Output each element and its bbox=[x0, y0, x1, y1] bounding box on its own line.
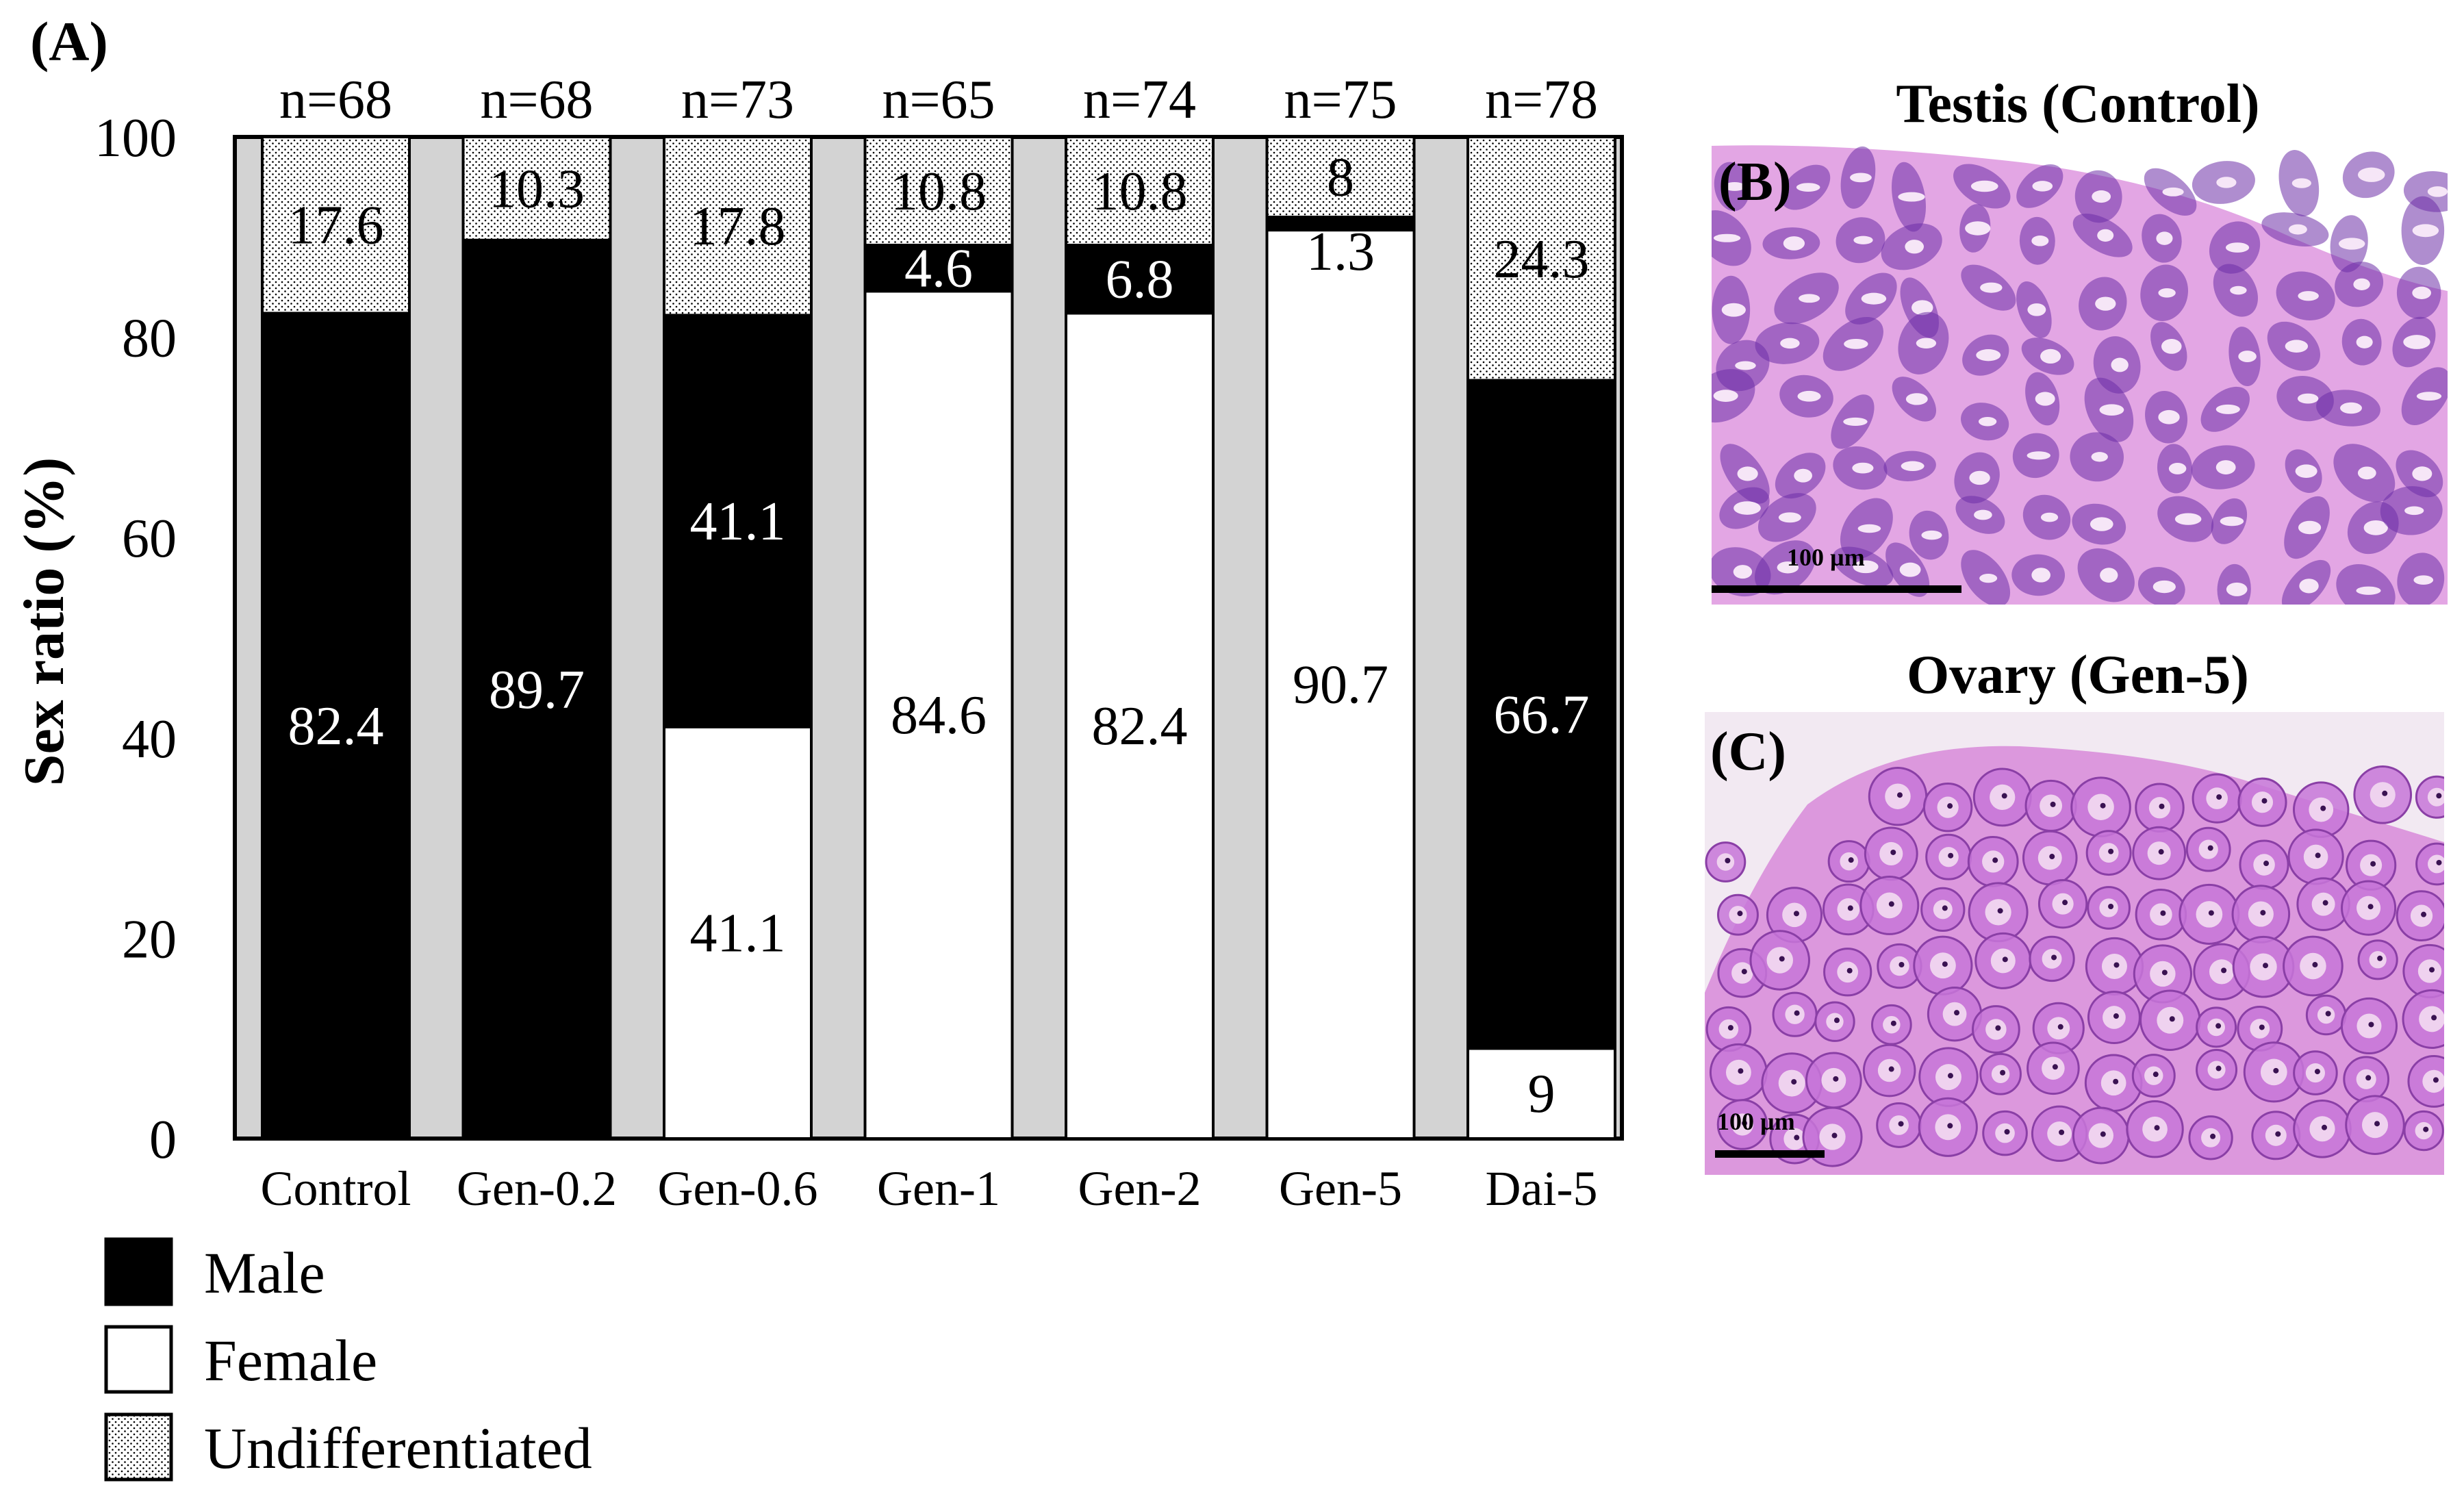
y-tick-label: 60 bbox=[122, 509, 177, 569]
bar-male-Control bbox=[261, 312, 411, 1140]
bar-male-Gen-2 bbox=[1065, 244, 1215, 315]
testis-micrograph: (B) 100 µm bbox=[1712, 145, 2448, 605]
legend-swatch-undifferentiated bbox=[104, 1412, 173, 1482]
x-tick-label: Gen-0.2 bbox=[457, 1161, 617, 1216]
ovary-panel-label: (C) bbox=[1710, 722, 1786, 782]
data-label-female: 41.1 bbox=[690, 903, 786, 963]
y-tick-label: 0 bbox=[149, 1110, 177, 1170]
x-tick-label: Control bbox=[260, 1161, 411, 1216]
legend-label: Male bbox=[204, 1240, 325, 1306]
legend-swatch-female bbox=[104, 1325, 173, 1394]
data-label-undiff: 8 bbox=[1327, 148, 1354, 208]
y-axis-ticks: 0 20 40 60 80 100 bbox=[94, 108, 177, 1170]
bar-female-Dai-5 bbox=[1466, 1047, 1616, 1140]
data-label-male: 82.4 bbox=[288, 696, 384, 757]
ovary-oocytes bbox=[1705, 765, 2444, 1167]
y-tick-label: 80 bbox=[122, 309, 177, 369]
legend-label: Female bbox=[204, 1328, 377, 1393]
sample-size-label: n=78 bbox=[1485, 70, 1598, 130]
ovary-title: Ovary (Gen-5) bbox=[1907, 645, 2249, 705]
panel-a-label: (A) bbox=[30, 10, 108, 73]
bar-male-Gen-0.6 bbox=[663, 314, 813, 728]
data-label-female: 9 bbox=[1528, 1064, 1555, 1124]
sample-size-label: n=75 bbox=[1284, 70, 1397, 130]
y-tick-label: 40 bbox=[122, 709, 177, 770]
ovary-micrograph: (C) 100 µm bbox=[1705, 712, 2444, 1175]
x-tick-label: Dai-5 bbox=[1486, 1161, 1598, 1216]
data-label-undiff: 10.8 bbox=[1092, 162, 1188, 222]
bar-female-Gen-5 bbox=[1265, 229, 1416, 1141]
data-label-male: 41.1 bbox=[690, 492, 786, 552]
data-label-male: 1.3 bbox=[1306, 222, 1375, 282]
sample-size-label: n=68 bbox=[279, 70, 392, 130]
sample-size-labels: n=68 n=68 n=73 n=65 n=74 n=75 n=78 bbox=[279, 70, 1598, 130]
data-label-male: 4.6 bbox=[904, 239, 973, 299]
bar-undiff-Gen-0.6 bbox=[663, 136, 813, 317]
sample-size-label: n=73 bbox=[681, 70, 794, 130]
bars: 82.4 17.6 89.7 10.3 41.1 41.1 17.8 84.6 4.6 10.8 8… bbox=[261, 136, 1616, 1141]
x-tick-label: Gen-1 bbox=[877, 1161, 1000, 1216]
bar-female-Gen-1 bbox=[863, 290, 1014, 1140]
y-tick-label: 100 bbox=[94, 108, 177, 168]
x-tick-label: Gen-0.6 bbox=[658, 1161, 818, 1216]
bar-undiff-Control bbox=[261, 136, 411, 315]
testis-title: Testis (Control) bbox=[1896, 74, 2259, 134]
bar-male-Gen-0.2 bbox=[461, 238, 612, 1141]
legend-label: Undifferentiated bbox=[204, 1415, 592, 1481]
x-tick-label: Gen-5 bbox=[1279, 1161, 1402, 1216]
data-label-undiff: 17.8 bbox=[690, 196, 786, 257]
y-tick-label: 20 bbox=[122, 909, 177, 969]
sample-size-label: n=65 bbox=[882, 70, 995, 130]
data-label-female: 82.4 bbox=[1092, 696, 1188, 757]
data-label-male: 6.8 bbox=[1106, 250, 1174, 310]
bar-male-Dai-5 bbox=[1466, 379, 1616, 1050]
ovary-scale-text: 100 µm bbox=[1717, 1108, 1795, 1135]
data-label-female: 90.7 bbox=[1293, 655, 1388, 715]
ovary-scale-bar bbox=[1715, 1150, 1825, 1158]
data-label-undiff: 10.3 bbox=[489, 159, 585, 219]
bar-undiff-Gen-1 bbox=[863, 136, 1014, 247]
testis-scale-text: 100 µm bbox=[1787, 544, 1865, 571]
bar-undiff-Dai-5 bbox=[1466, 136, 1616, 382]
legend-swatch-male bbox=[104, 1237, 173, 1306]
bar-female-Gen-2 bbox=[1065, 312, 1215, 1140]
data-label-undiff: 10.8 bbox=[891, 162, 987, 222]
sample-size-label: n=68 bbox=[480, 70, 593, 130]
bar-male-Gen-1 bbox=[863, 244, 1014, 293]
bar-undiff-Gen-0.2 bbox=[461, 136, 612, 242]
bar-undiff-Gen-5 bbox=[1265, 136, 1416, 219]
y-axis-label: Sex ratio (%) bbox=[12, 457, 76, 787]
bar-female-Gen-0.6 bbox=[663, 725, 813, 1141]
testis-scale-bar bbox=[1712, 585, 1961, 593]
data-label-male: 66.7 bbox=[1494, 685, 1590, 745]
testis-panel-label: (B) bbox=[1718, 152, 1792, 212]
x-axis-labels: Control Gen-0.2 Gen-0.6 Gen-1 Gen-2 Gen-5 Dai-… bbox=[260, 1161, 1597, 1216]
data-label-male: 89.7 bbox=[489, 660, 585, 720]
bar-undiff-Gen-2 bbox=[1065, 136, 1215, 247]
data-label-female: 84.6 bbox=[891, 685, 987, 746]
legend: Male Female Undifferentiated bbox=[104, 1237, 592, 1482]
sample-size-label: n=74 bbox=[1083, 70, 1196, 130]
x-tick-label: Gen-2 bbox=[1078, 1161, 1202, 1216]
testis-tubules bbox=[1712, 146, 2448, 605]
data-label-undiff: 24.3 bbox=[1494, 229, 1590, 290]
data-label-undiff: 17.6 bbox=[288, 196, 384, 256]
